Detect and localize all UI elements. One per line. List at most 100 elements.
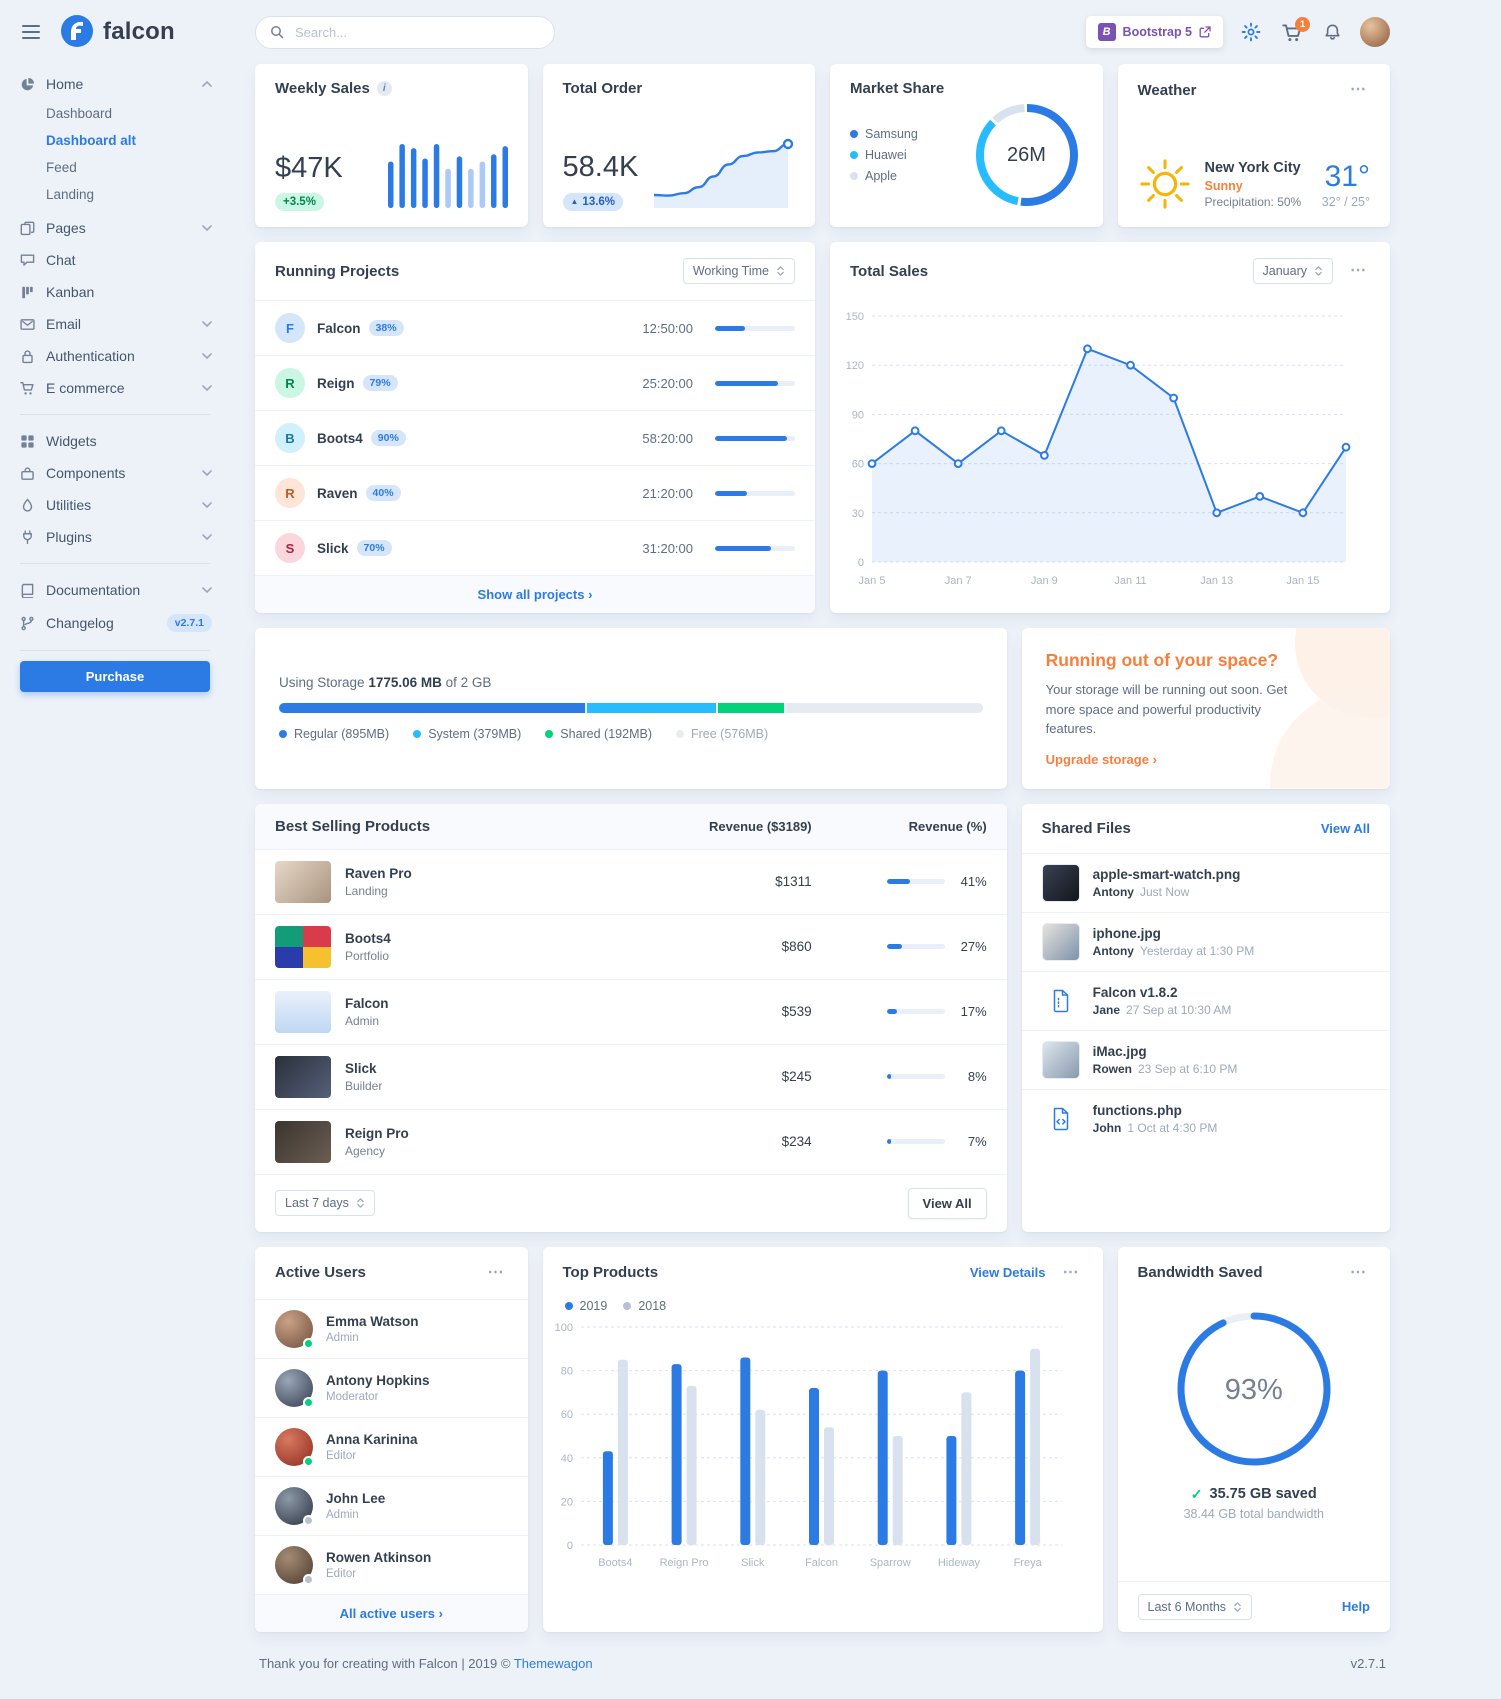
logo-row: falcon: [0, 0, 230, 64]
bootstrap-badge-label: Bootstrap 5: [1122, 25, 1192, 39]
info-icon[interactable]: i: [376, 81, 392, 96]
bootstrap5-badge-button[interactable]: B Bootstrap 5: [1085, 16, 1223, 48]
sidebar-item-widgets[interactable]: Widgets: [0, 425, 230, 457]
shared-files-view-all-link[interactable]: View All: [1320, 820, 1370, 836]
revenue-progress-bar: [886, 944, 945, 949]
product-name-link[interactable]: Reign Pro: [345, 1125, 409, 1141]
project-avatar: F: [275, 313, 305, 343]
all-active-users-link[interactable]: All active users ›: [255, 1593, 528, 1632]
sidebar-item-e-commerce[interactable]: E commerce: [0, 372, 230, 404]
view-details-link[interactable]: View Details: [969, 1265, 1046, 1280]
space-warning-body: Your storage will be running out soon. G…: [1045, 682, 1288, 736]
product-row: Boots4 Portfolio $860 27%: [255, 913, 1007, 979]
view-all-button[interactable]: View All: [907, 1187, 987, 1219]
upgrade-storage-link[interactable]: Upgrade storage ›: [1045, 751, 1157, 767]
cart-button[interactable]: 1: [1279, 16, 1310, 45]
month-select[interactable]: January: [1252, 258, 1333, 284]
user-name-link[interactable]: Antony Hopkins: [326, 1372, 430, 1388]
sidebar-item-dashboard-alt[interactable]: Dashboard alt: [46, 133, 137, 148]
product-name-link[interactable]: Raven Pro: [345, 865, 412, 881]
total-sales-title: Total Sales: [850, 262, 929, 280]
purchase-button[interactable]: Purchase: [20, 661, 210, 692]
bandwidth-total-line: 38.44 GB total bandwidth: [1183, 1506, 1324, 1521]
hamburger-menu-button[interactable]: [18, 21, 44, 43]
falcon-logo-icon: [60, 14, 94, 51]
svg-text:Boots4: Boots4: [598, 1557, 632, 1569]
card-menu-button[interactable]: ⋯: [1346, 1263, 1370, 1283]
file-name-link[interactable]: functions.php: [1092, 1102, 1182, 1118]
product-name-link[interactable]: Boots4: [345, 930, 391, 946]
sidebar-item-landing[interactable]: Landing: [46, 187, 95, 202]
sidebar-item-changelog[interactable]: Changelog v2.7.1: [0, 606, 230, 640]
sidebar-item-components[interactable]: Components: [0, 457, 230, 489]
file-name-link[interactable]: Falcon v1.8.2: [1092, 984, 1178, 1000]
user-name-link[interactable]: Emma Watson: [326, 1313, 419, 1329]
project-name-link[interactable]: Falcon: [317, 320, 361, 336]
legend-label: Huawei: [865, 148, 907, 162]
show-all-projects-link[interactable]: Show all projects ›: [255, 575, 815, 613]
project-row: R Raven 40% 21:20:00: [255, 465, 815, 520]
card-menu-button[interactable]: ⋯: [1059, 1263, 1083, 1283]
status-dot-offline: [303, 1514, 314, 1526]
legend-dot: [413, 730, 422, 739]
storage-label: Using Storage 1775.06 MB of 2 GB: [279, 675, 492, 691]
settings-gear-button[interactable]: [1238, 19, 1264, 45]
sidebar-item-plugins[interactable]: Plugins: [0, 521, 230, 553]
user-name-link[interactable]: Anna Karinina: [326, 1431, 418, 1447]
sidebar-item-pages[interactable]: Pages: [0, 212, 230, 244]
falcon-logo-link[interactable]: falcon: [60, 14, 175, 51]
sidebar-item-documentation[interactable]: Documentation: [0, 574, 230, 606]
date-range-select[interactable]: Last 7 days: [275, 1190, 375, 1216]
project-name-link[interactable]: Reign: [317, 375, 355, 391]
storage-legend-item: Free (576MB): [676, 727, 768, 741]
card-menu-button[interactable]: ⋯: [484, 1263, 508, 1283]
legend-label: System (379MB): [428, 727, 522, 742]
help-link[interactable]: Help: [1341, 1599, 1370, 1614]
status-dot-online: [303, 1337, 314, 1349]
legend-label: Free (576MB): [691, 727, 769, 742]
sidebar-item-dashboard[interactable]: Dashboard: [46, 106, 113, 121]
sidebar-item-utilities[interactable]: Utilities: [0, 489, 230, 521]
card-menu-button[interactable]: ⋯: [1346, 80, 1370, 100]
project-avatar: R: [275, 368, 305, 398]
user-name-link[interactable]: John Lee: [326, 1490, 386, 1506]
sidebar-item-email[interactable]: Email: [0, 308, 230, 340]
product-thumbnail: [275, 990, 331, 1033]
product-name-link[interactable]: Falcon: [345, 995, 389, 1011]
search-box[interactable]: [255, 15, 555, 49]
period-select[interactable]: Last 6 Months: [1137, 1593, 1253, 1620]
best-selling-products-card: Best Selling Products Revenue ($3189) Re…: [255, 803, 1007, 1232]
svg-text:90: 90: [852, 409, 864, 421]
top-products-legend: 2019 2018: [543, 1299, 1103, 1315]
code-branch-icon: [21, 616, 34, 630]
working-time-select[interactable]: Working Time: [682, 258, 795, 284]
bandwidth-saved-card: Bandwidth Saved ⋯ 93% ✓ 35.75 GB saved 38…: [1117, 1246, 1390, 1632]
search-input[interactable]: [293, 23, 540, 41]
file-name-link[interactable]: apple-smart-watch.png: [1092, 866, 1241, 882]
sidebar-item-chat[interactable]: Chat: [0, 244, 230, 276]
project-name-link[interactable]: Raven: [317, 485, 358, 501]
file-name-link[interactable]: iMac.jpg: [1092, 1043, 1147, 1059]
sidebar-item-home[interactable]: Home: [0, 68, 230, 100]
sidebar-item-authentication[interactable]: Authentication: [0, 340, 230, 372]
notifications-bell-button[interactable]: [1320, 20, 1345, 45]
sidebar-divider: [20, 563, 210, 564]
product-name-link[interactable]: Slick: [345, 1060, 377, 1076]
file-user: Antony: [1092, 884, 1134, 899]
project-name-link[interactable]: Slick: [317, 540, 349, 556]
svg-text:80: 80: [560, 1365, 572, 1377]
product-category: Builder: [345, 1078, 383, 1093]
user-name-link[interactable]: Rowen Atkinson: [326, 1549, 432, 1565]
project-name-link[interactable]: Boots4: [317, 430, 363, 446]
sidebar-item-feed[interactable]: Feed: [46, 160, 77, 175]
project-avatar: R: [275, 478, 305, 508]
themewagon-link[interactable]: Themewagon: [513, 1655, 593, 1671]
user-avatar-button[interactable]: [1360, 17, 1390, 47]
bell-icon: [1325, 24, 1340, 40]
market-share-center-value: 26M: [1007, 143, 1046, 166]
card-menu-button[interactable]: ⋯: [1346, 261, 1370, 281]
file-thumbnail: [1041, 863, 1080, 902]
file-name-link[interactable]: iphone.jpg: [1092, 925, 1161, 941]
running-projects-card: Running Projects Working Time F Falcon 38%…: [255, 242, 815, 613]
sidebar-item-kanban[interactable]: Kanban: [0, 276, 230, 308]
